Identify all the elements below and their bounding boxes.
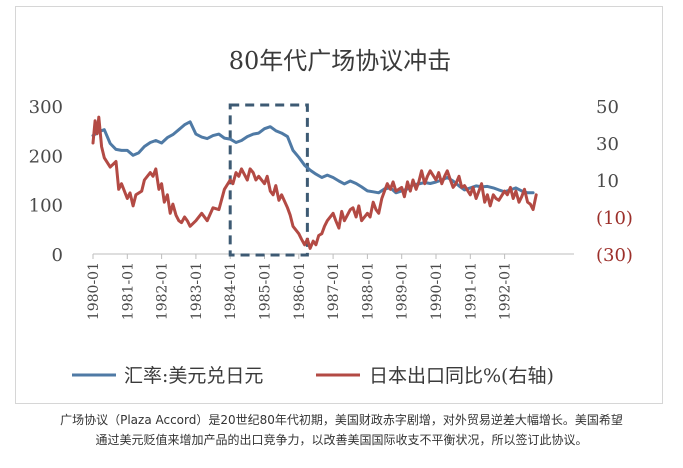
y-left-tick-label: 100: [29, 196, 63, 217]
y-right-tick-label: 30: [596, 134, 619, 155]
caption-line-2: 通过美元贬值来增加产品的出口竞争力，以改善美国国际收支不平衡状况，所以签订此协议…: [95, 433, 588, 447]
x-tick-label: 1991-01: [463, 262, 479, 320]
x-tick-label: 1985-01: [258, 262, 274, 320]
x-tick-label: 1984-01: [223, 262, 239, 320]
x-tick-label: 1982-01: [155, 262, 171, 320]
chart-title: 80年代广场协议冲击: [229, 47, 452, 75]
series-line-export-yoy: [91, 115, 538, 250]
caption-line-1: 广场协议（Plaza Accord）是20世纪80年代初期，美国财政赤字剧增，对…: [60, 413, 623, 427]
x-tick-label: 1983-01: [189, 262, 205, 320]
x-tick-label: 1989-01: [395, 262, 411, 320]
x-tick-label: 1986-01: [292, 262, 308, 320]
chart-frame: 80年代广场协议冲击 300 200 100 0 50 30 10 (10) (30) 1980-0…: [15, 6, 663, 404]
y-left-tick-label: 0: [52, 245, 63, 266]
y-right-tick-label: 10: [596, 171, 619, 192]
series-line-usdjpy: [91, 120, 535, 195]
x-tick-label: 1981-01: [120, 262, 136, 320]
legend-label: 日本出口同比%(右轴): [369, 365, 554, 387]
y-left-tick-label: 200: [29, 146, 63, 167]
y-right-tick-label: (30): [596, 245, 633, 266]
x-tick-label: 1987-01: [326, 262, 342, 320]
legend-label: 汇率:美元兑日元: [124, 365, 263, 387]
x-tick-label: 1980-01: [86, 262, 102, 320]
x-tick-label: 1988-01: [360, 262, 376, 320]
chart-svg: 80年代广场协议冲击 300 200 100 0 50 30 10 (10) (30) 1980-0…: [29, 47, 633, 387]
y-right-tick-label: 50: [596, 97, 619, 118]
x-tick-label: 1992-01: [498, 262, 514, 320]
x-tick-label: 1990-01: [429, 262, 445, 320]
figure-caption: 广场协议（Plaza Accord）是20世纪80年代初期，美国财政赤字剧增，对…: [0, 410, 683, 450]
y-left-tick-label: 300: [29, 97, 63, 118]
y-right-tick-label: (10): [596, 208, 633, 229]
